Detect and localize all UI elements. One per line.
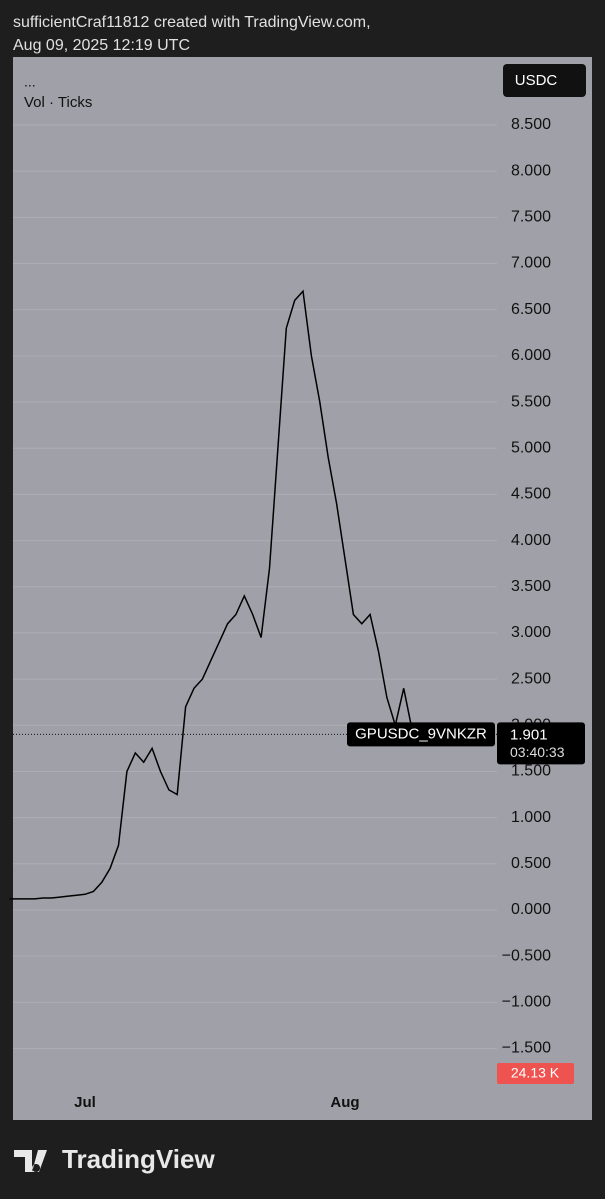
x-tick-label: Aug <box>330 1094 359 1111</box>
y-tick-label: 1.500 <box>511 763 551 780</box>
countdown-label: 03:40:33 <box>510 744 565 760</box>
y-tick-label: 5.500 <box>511 393 551 410</box>
currency-button[interactable] <box>503 64 586 97</box>
y-tick-label: −1.500 <box>502 1040 551 1057</box>
y-tick-label: 5.000 <box>511 439 551 456</box>
indicator-label: Vol · Ticks <box>24 94 92 111</box>
x-tick-label: Jul <box>74 1094 96 1111</box>
chart-pane <box>13 57 592 1120</box>
price-tag <box>497 722 585 765</box>
header-date: Aug 09, 2025 12:19 UTC <box>13 37 190 54</box>
y-tick-label: −0.500 <box>502 947 551 964</box>
y-tick-label: −1.000 <box>502 994 551 1011</box>
header-text: sufficientCraf11812 created with Trading… <box>13 14 371 31</box>
y-tick-label: 8.500 <box>511 116 551 133</box>
y-tick-label: 7.500 <box>511 209 551 226</box>
price-label: 1.901 <box>510 726 548 743</box>
currency-label[interactable]: USDC <box>515 72 558 89</box>
y-tick-label: 3.000 <box>511 624 551 641</box>
logo-icon <box>14 1150 47 1172</box>
y-tick-label: 3.500 <box>511 578 551 595</box>
brand-name: TradingView <box>62 1144 215 1174</box>
volume-tag <box>497 1063 574 1084</box>
y-tick-label: 6.500 <box>511 301 551 318</box>
y-tick-label: 2.500 <box>511 670 551 687</box>
menu[interactable]: ... <box>24 74 36 90</box>
brand-logo: TradingView <box>14 1144 215 1174</box>
price-line <box>9 289 421 900</box>
symbol-label: GPUSDC_9VNKZR <box>355 725 487 742</box>
y-tick-label: 7.000 <box>511 255 551 272</box>
y-tick-label: 8.000 <box>511 162 551 179</box>
symbol-tag <box>347 722 495 747</box>
y-tick-label: 1.000 <box>511 809 551 826</box>
volume-label: 24.13 K <box>511 1065 560 1081</box>
y-tick-label: 6.000 <box>511 347 551 364</box>
plot: −1.500 −1.000 −0.500 0.000 0.500 1.000 1.500 2.… <box>9 116 585 1111</box>
y-tick-label: 0.000 <box>511 901 551 918</box>
y-tick-label: 0.500 <box>511 855 551 872</box>
y-tick-label: 4.000 <box>511 532 551 549</box>
y-tick-label: 4.500 <box>511 486 551 503</box>
